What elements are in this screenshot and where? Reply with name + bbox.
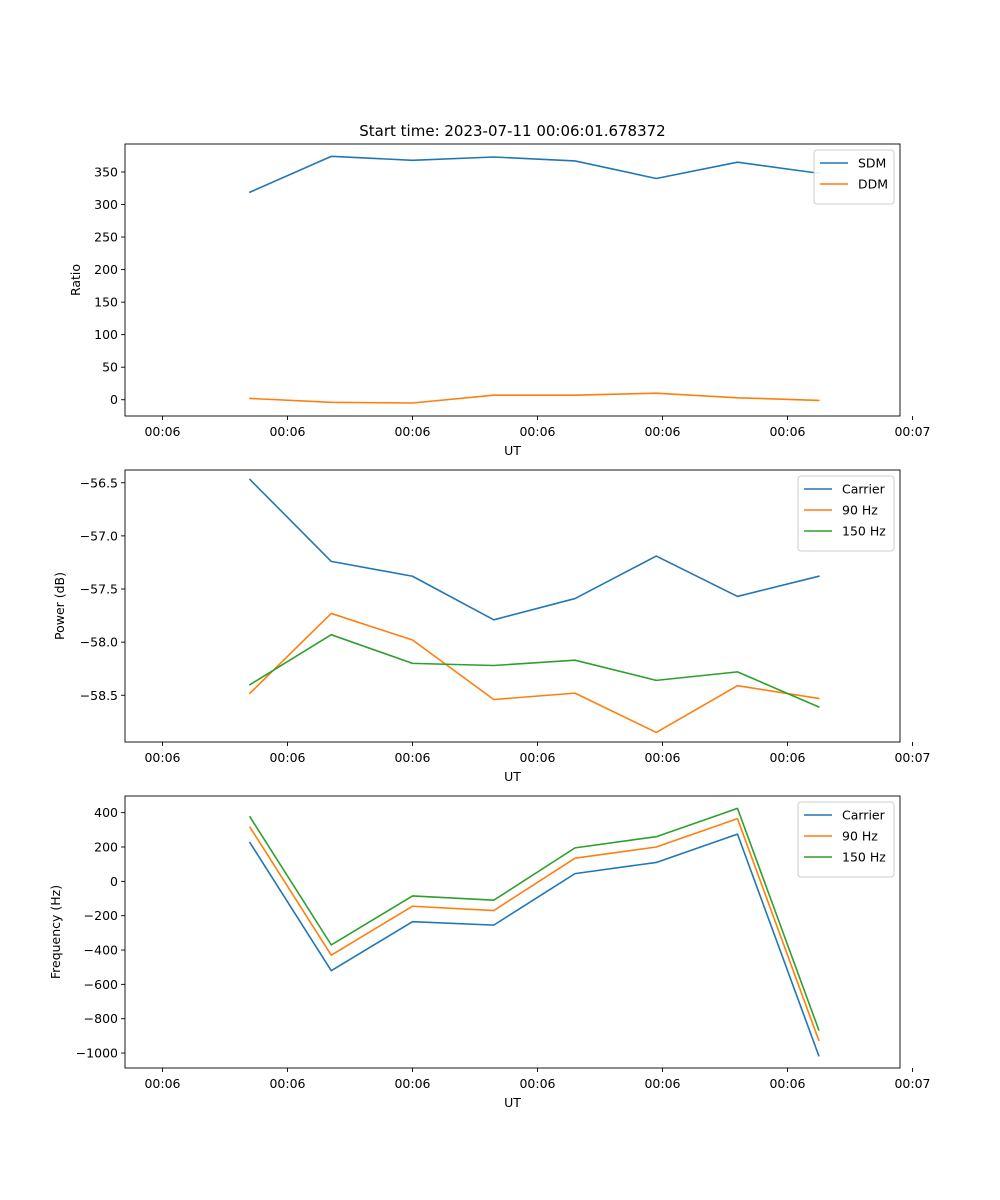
x-tick-label: 00:06 bbox=[394, 750, 430, 765]
y-axis-label: Frequency (Hz) bbox=[48, 885, 63, 979]
series-line-carrier bbox=[248, 478, 820, 621]
x-tick-label: 00:06 bbox=[144, 1076, 180, 1091]
y-tick-label: 150 bbox=[94, 295, 118, 310]
y-tick-label: 400 bbox=[94, 805, 118, 820]
chart-title: Start time: 2023-07-11 00:06:01.678372 bbox=[359, 122, 665, 140]
legend: SDM DDM bbox=[813, 149, 895, 205]
x-tick-label: 00:06 bbox=[394, 424, 430, 439]
y-tick-label: 0 bbox=[110, 874, 118, 889]
chart-panel-3: 00:06 00:06 00:06 00:06 00:06 00:06 00:07 −1000… bbox=[48, 795, 931, 1110]
legend-box bbox=[797, 475, 895, 552]
x-axis-label: UT bbox=[504, 1095, 521, 1110]
legend-label: 150 Hz bbox=[842, 524, 886, 539]
y-tick-label: −800 bbox=[84, 1011, 118, 1026]
series-line-90-hz bbox=[248, 817, 820, 1042]
series-line-150-hz bbox=[248, 807, 820, 1031]
series-line-sdm bbox=[248, 155, 820, 194]
y-tick-label: 200 bbox=[94, 262, 118, 277]
y-tick-label: 200 bbox=[94, 840, 118, 855]
x-tick-label: 00:06 bbox=[519, 750, 555, 765]
x-tick-label: 00:06 bbox=[269, 424, 305, 439]
legend-label: 90 Hz bbox=[842, 829, 878, 844]
y-tick-label: −1000 bbox=[76, 1046, 118, 1061]
series-line-carrier bbox=[248, 833, 820, 1057]
chart-panel-2: 00:06 00:06 00:06 00:06 00:06 00:06 00:07 −58.5… bbox=[52, 469, 931, 784]
x-tick-label: 00:06 bbox=[394, 1076, 430, 1091]
series-line-ddm bbox=[249, 392, 820, 404]
chart-panel-1: 00:06 00:06 00:06 00:06 00:06 00:06 00:07 0 50 10… bbox=[68, 122, 931, 458]
axes-frame bbox=[124, 795, 901, 1069]
x-tick-label: 00:06 bbox=[769, 424, 805, 439]
legend-label: SDM bbox=[858, 156, 886, 171]
x-axis-label: UT bbox=[504, 443, 521, 458]
legend-label: DDM bbox=[858, 177, 888, 192]
y-tick-label: −56.5 bbox=[80, 475, 118, 490]
x-tick-label: 00:07 bbox=[894, 1076, 930, 1091]
y-tick-label: −57.0 bbox=[80, 528, 118, 543]
y-tick-label: −58.0 bbox=[80, 635, 118, 650]
legend-label: 150 Hz bbox=[842, 850, 886, 865]
x-tick-label: 00:06 bbox=[519, 1076, 555, 1091]
legend-label: Carrier bbox=[842, 808, 886, 823]
y-tick-label: 350 bbox=[94, 164, 118, 179]
y-tick-label: 250 bbox=[94, 230, 118, 245]
x-tick-label: 00:07 bbox=[894, 424, 930, 439]
x-tick-label: 00:06 bbox=[769, 750, 805, 765]
x-tick-label: 00:06 bbox=[144, 750, 180, 765]
legend-label: Carrier bbox=[842, 482, 886, 497]
x-axis-label: UT bbox=[504, 769, 521, 784]
x-tick-label: 00:06 bbox=[519, 424, 555, 439]
x-tick-label: 00:06 bbox=[269, 1076, 305, 1091]
legend-box bbox=[797, 801, 895, 878]
x-tick-label: 00:06 bbox=[644, 1076, 680, 1091]
x-tick-label: 00:06 bbox=[644, 750, 680, 765]
y-tick-label: 0 bbox=[110, 392, 118, 407]
y-tick-label: 50 bbox=[102, 360, 118, 375]
y-tick-label: −58.5 bbox=[80, 688, 118, 703]
x-tick-label: 00:06 bbox=[769, 1076, 805, 1091]
y-tick-label: 100 bbox=[94, 327, 118, 342]
y-tick-label: 300 bbox=[94, 197, 118, 212]
y-axis-label: Power (dB) bbox=[52, 572, 67, 640]
y-tick-label: −57.5 bbox=[80, 582, 118, 597]
x-tick-label: 00:07 bbox=[894, 750, 930, 765]
y-tick-label: −600 bbox=[84, 977, 118, 992]
series-line-90-hz bbox=[248, 612, 820, 734]
series-line-150-hz bbox=[248, 633, 820, 708]
x-tick-label: 00:06 bbox=[144, 424, 180, 439]
legend: Carrier 90 Hz 150 Hz bbox=[797, 801, 895, 878]
x-tick-label: 00:06 bbox=[269, 750, 305, 765]
y-tick-label: −400 bbox=[84, 943, 118, 958]
legend: Carrier 90 Hz 150 Hz bbox=[797, 475, 895, 552]
y-tick-label: −200 bbox=[84, 908, 118, 923]
x-tick-label: 00:06 bbox=[644, 424, 680, 439]
axes-frame bbox=[124, 143, 901, 417]
y-axis-label: Ratio bbox=[68, 264, 83, 296]
legend-label: 90 Hz bbox=[842, 503, 878, 518]
axes-frame bbox=[124, 469, 901, 743]
